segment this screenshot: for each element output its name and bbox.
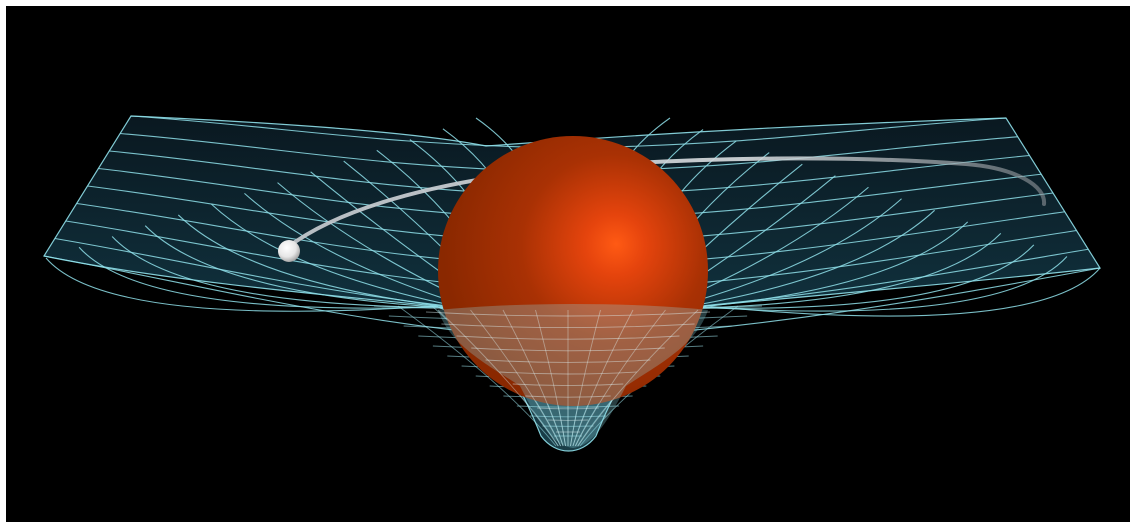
grid-line <box>397 305 557 447</box>
well-overlay-line <box>437 309 559 447</box>
well-overlay-line <box>537 407 599 410</box>
well-overlay-line <box>577 309 699 447</box>
well-overlay-line <box>471 347 665 352</box>
well-overlay-line <box>502 309 564 447</box>
well-overlay-line <box>425 311 711 317</box>
well-overlay-line <box>441 323 695 329</box>
well-overlay-line <box>570 309 601 447</box>
grid-line <box>177 214 467 310</box>
gravity-well-overlay <box>425 304 711 448</box>
grid-line <box>211 203 475 311</box>
well-overlay-band <box>438 304 708 448</box>
grid-line <box>45 257 437 312</box>
grid-line <box>667 209 935 311</box>
well-overlay-line <box>485 359 651 363</box>
planet-sphere <box>278 240 300 262</box>
well-overlay-line <box>456 335 680 340</box>
grid-line <box>78 246 444 309</box>
image-frame <box>6 6 1130 522</box>
orbit-trail <box>286 156 1047 249</box>
grid-line <box>144 225 460 309</box>
well-overlay-line <box>512 383 624 387</box>
grid-line <box>705 267 1101 317</box>
grid-line <box>675 221 969 310</box>
well-overlay-line <box>525 395 611 398</box>
well-overlay-line <box>499 371 637 375</box>
well-overlay-line <box>575 309 666 447</box>
grid-line <box>698 256 1068 312</box>
grid-line <box>690 244 1035 309</box>
grid-line <box>682 232 1002 309</box>
well-overlay-line <box>535 309 566 447</box>
spacetime-illustration <box>43 115 1102 452</box>
well-overlay-line <box>470 309 561 447</box>
well-overlay-line <box>572 309 634 447</box>
central-mass-sphere <box>438 136 708 406</box>
